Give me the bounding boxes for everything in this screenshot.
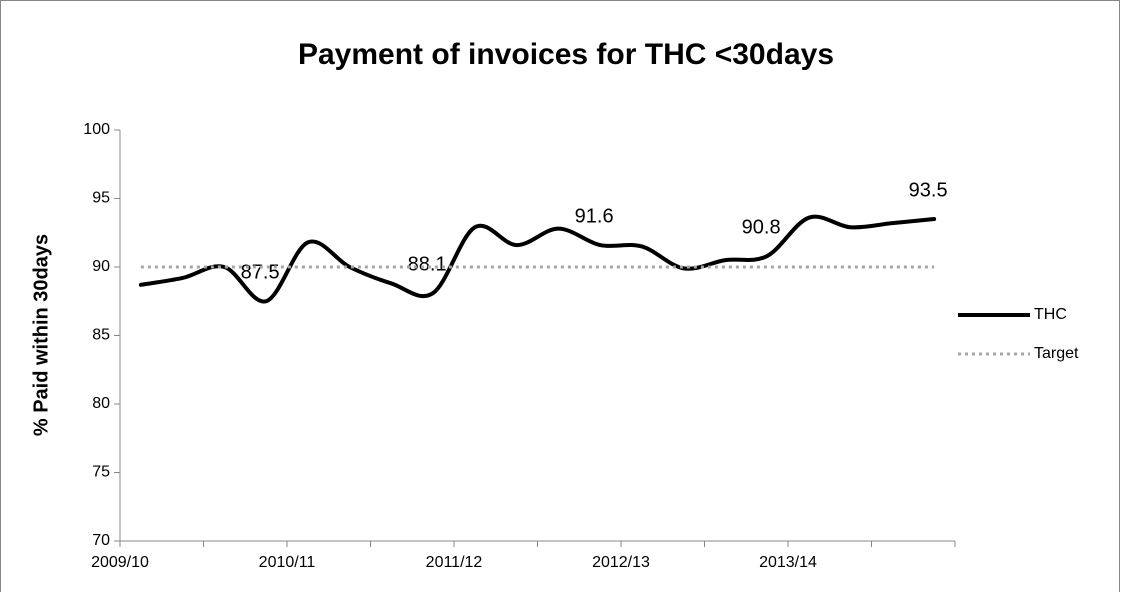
- y-tick-label: 100: [83, 121, 110, 138]
- legend-label: Target: [1034, 345, 1079, 362]
- data-label: 91.6: [575, 205, 614, 227]
- data-label: 87.5: [241, 262, 280, 284]
- y-tick-label: 90: [92, 258, 110, 275]
- y-tick-label: 75: [92, 464, 110, 481]
- data-label: 93.5: [909, 179, 948, 201]
- x-tick-label: 2013/14: [759, 554, 817, 571]
- y-axis-label: % Paid within 30days: [30, 234, 52, 436]
- x-tick-label: 2012/13: [592, 554, 650, 571]
- x-tick-label: 2011/12: [426, 554, 483, 571]
- chart-title: Payment of invoices for THC <30days: [298, 38, 834, 71]
- y-tick-label: 70: [92, 532, 110, 549]
- y-tick-label: 80: [92, 395, 110, 412]
- data-label: 88.1: [408, 253, 447, 275]
- y-tick-label: 95: [92, 190, 110, 207]
- x-tick-label: 2009/10: [91, 554, 149, 571]
- x-tick-label: 2010/11: [259, 554, 316, 571]
- legend-label: THC: [1034, 306, 1067, 323]
- y-tick-label: 85: [92, 327, 110, 344]
- series-line: [138, 214, 937, 304]
- data-label: 90.8: [742, 216, 781, 238]
